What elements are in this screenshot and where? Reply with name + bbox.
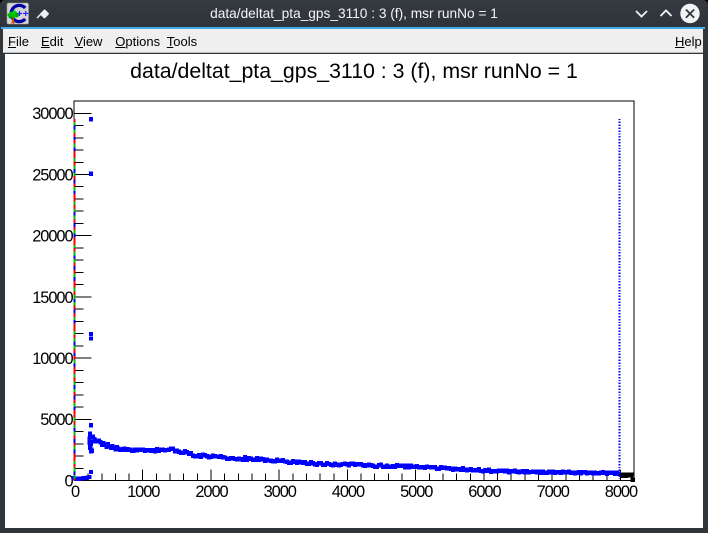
svg-text:5000: 5000 xyxy=(400,483,433,501)
svg-text:++: ++ xyxy=(17,8,29,20)
svg-text:8000: 8000 xyxy=(605,483,638,501)
svg-text:30000: 30000 xyxy=(32,105,73,123)
svg-text:2000: 2000 xyxy=(195,483,228,501)
svg-text:0: 0 xyxy=(71,483,80,501)
svg-text:7000: 7000 xyxy=(537,483,570,501)
svg-text:0: 0 xyxy=(64,472,73,490)
svg-text:data/deltat_pta_gps_3110 : 3 (: data/deltat_pta_gps_3110 : 3 (f), msr ru… xyxy=(130,59,578,83)
svg-text:5000: 5000 xyxy=(40,411,73,429)
svg-text:1000: 1000 xyxy=(127,483,160,501)
svg-text:20000: 20000 xyxy=(32,228,73,246)
svg-text:3000: 3000 xyxy=(264,483,297,501)
svg-text:15000: 15000 xyxy=(32,289,73,307)
svg-text:4000: 4000 xyxy=(332,483,365,501)
svg-text:25000: 25000 xyxy=(32,166,73,184)
svg-text:6000: 6000 xyxy=(468,483,501,501)
svg-text:10000: 10000 xyxy=(32,350,73,368)
